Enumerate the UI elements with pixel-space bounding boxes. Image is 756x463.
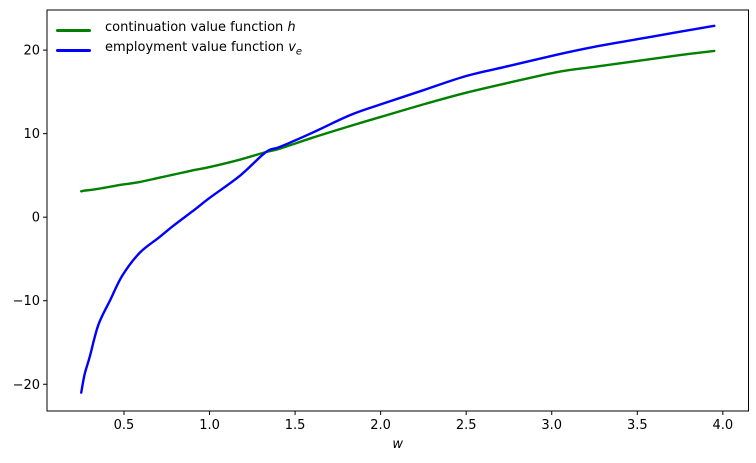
x-axis-label: w	[392, 437, 403, 452]
legend-label-h: continuation value function h	[105, 19, 296, 35]
y-tick-label: 20	[23, 44, 40, 59]
legend-line-swatch-blue	[56, 48, 91, 52]
legend: continuation value function h employment…	[56, 20, 302, 60]
y-tick-label: 0	[32, 211, 40, 226]
x-tick-label: 4.0	[712, 418, 733, 433]
x-tick-label: 3.5	[627, 418, 648, 433]
legend-item-h: continuation value function h	[56, 20, 302, 40]
y-tick-label: −10	[13, 294, 40, 309]
series-line-v-e	[80, 24, 716, 394]
legend-line-swatch-green	[56, 28, 91, 32]
y-axis-ticks: −20 −10 0 10 20	[13, 44, 47, 393]
series-line-h	[80, 49, 716, 193]
x-tick-label: 2.5	[456, 418, 477, 433]
axes-frame	[46, 9, 749, 412]
x-tick-label: 1.0	[199, 418, 220, 433]
legend-item-v-e: employment value function ve	[56, 40, 302, 60]
y-tick-label: −20	[13, 378, 40, 393]
x-axis-ticks: 0.5 1.0 1.5 2.0 2.5 3.0 3.5 4.0	[114, 411, 733, 433]
legend-label-v-e: employment value function ve	[105, 39, 303, 58]
x-tick-label: 2.0	[370, 418, 391, 433]
x-tick-label: 1.5	[285, 418, 306, 433]
x-tick-label: 3.0	[541, 418, 562, 433]
y-tick-label: 10	[23, 127, 40, 142]
x-tick-label: 0.5	[114, 418, 135, 433]
